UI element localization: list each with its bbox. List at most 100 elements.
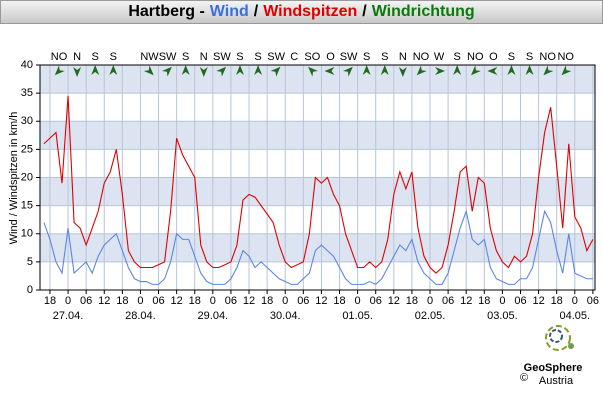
direction-label: O (489, 51, 498, 63)
y-tick-label: 15 (21, 200, 33, 212)
x-tick-label: 12 (98, 295, 110, 307)
y-axis-label: Wind / Windspitzen in km/h (8, 112, 20, 245)
direction-label: SW (340, 51, 358, 63)
y-tick-label: 20 (21, 171, 33, 183)
logo-core (549, 329, 563, 343)
direction-arrow (398, 67, 407, 77)
direction-arrow (109, 65, 118, 75)
grid-band (40, 121, 595, 150)
title-bar: Hartberg - Wind / Windspitzen / Windrichtung (0, 0, 603, 24)
direction-arrow (91, 65, 100, 75)
x-tick-label: 06 (370, 295, 382, 307)
copyright: © (520, 372, 528, 384)
y-tick-label: 30 (21, 115, 33, 127)
logo-sub: Austria (539, 375, 574, 387)
direction-arrow (324, 67, 335, 75)
x-tick-label: 18 (551, 295, 563, 307)
direction-arrow (342, 66, 353, 77)
direction-label: NO (557, 51, 574, 63)
x-tick-label: 06 (80, 295, 92, 307)
direction-label: N (200, 51, 208, 63)
direction-arrow (235, 65, 244, 75)
x-tick-label: 12 (315, 295, 327, 307)
direction-arrow (181, 65, 190, 75)
direction-label: O (326, 51, 335, 63)
x-tick-label: 0 (427, 295, 433, 307)
x-tick-label: 12 (171, 295, 183, 307)
x-tick-label: 18 (261, 295, 273, 307)
direction-arrow (561, 65, 572, 76)
direction-arrow (543, 65, 554, 76)
logo-ring (545, 325, 571, 351)
date-label: 29.04. (198, 310, 229, 322)
direction-label: SW (213, 51, 231, 63)
date-label: 01.05. (342, 310, 373, 322)
logo: GeoSphere Austria © (520, 325, 583, 387)
y-tick-label: 10 (21, 228, 33, 240)
direction-label: S (92, 51, 99, 63)
x-tick-label: 0 (355, 295, 361, 307)
x-tick-label: 18 (333, 295, 345, 307)
direction-label: NO (539, 51, 556, 63)
x-tick-label: 18 (44, 295, 56, 307)
date-label: 30.04. (270, 310, 301, 322)
series-line (43, 95, 594, 274)
plot-frame (39, 64, 596, 291)
title-part: / (362, 3, 367, 20)
x-tick-label: 06 (587, 295, 599, 307)
title-part: Wind (209, 3, 249, 20)
direction-label: S (508, 51, 515, 63)
direction-arrow (487, 67, 498, 75)
direction-label: NW (140, 51, 159, 63)
x-tick-label: 18 (116, 295, 128, 307)
direction-label: NO (51, 51, 68, 63)
y-tick-label: 0 (27, 284, 33, 296)
x-tick-label: 18 (478, 295, 490, 307)
direction-label: SW (267, 51, 285, 63)
direction-arrow (308, 66, 319, 77)
direction-label: W (434, 51, 445, 63)
direction-arrow (362, 65, 371, 75)
x-tick-label: 12 (388, 295, 400, 307)
y-tick-label: 40 (21, 59, 33, 71)
direction-label: N (399, 51, 407, 63)
logo-name: GeoSphere (524, 362, 583, 374)
x-tick-label: 12 (532, 295, 544, 307)
x-tick-label: 18 (189, 295, 201, 307)
date-label: 02.05. (415, 310, 446, 322)
plot-area (40, 64, 595, 291)
direction-label: S (363, 51, 370, 63)
x-tick-label: 0 (137, 295, 143, 307)
x-tick-label: 06 (225, 295, 237, 307)
direction-label: NO (467, 51, 484, 63)
direction-arrow (435, 67, 446, 75)
date-label: 04.05. (559, 310, 590, 322)
direction-arrow (507, 65, 516, 75)
direction-label: SO (304, 51, 320, 63)
x-tick-label: 12 (243, 295, 255, 307)
direction-label: SW (159, 51, 177, 63)
x-tick-label: 0 (65, 295, 71, 307)
direction-label: C (290, 51, 298, 63)
title-part: Hartberg - (128, 3, 205, 20)
logo-dot (568, 343, 574, 349)
direction-label: S (381, 51, 388, 63)
y-tick-label: 25 (21, 143, 33, 155)
direction-label: N (73, 51, 81, 63)
direction-label: S (526, 51, 533, 63)
direction-arrow (416, 65, 427, 76)
x-tick-label: 06 (442, 295, 454, 307)
title-part: Windrichtung (371, 3, 475, 20)
x-tick-label: 06 (514, 295, 526, 307)
direction-arrow (380, 65, 389, 75)
y-tick-label: 5 (27, 256, 33, 268)
direction-label: S (254, 51, 261, 63)
direction-arrow (525, 65, 534, 75)
x-tick-label: 0 (282, 295, 288, 307)
x-tick-label: 12 (460, 295, 472, 307)
title-part: / (253, 3, 259, 20)
direction-arrow (199, 67, 208, 77)
direction-arrow (453, 65, 462, 75)
direction-arrow (270, 66, 281, 77)
